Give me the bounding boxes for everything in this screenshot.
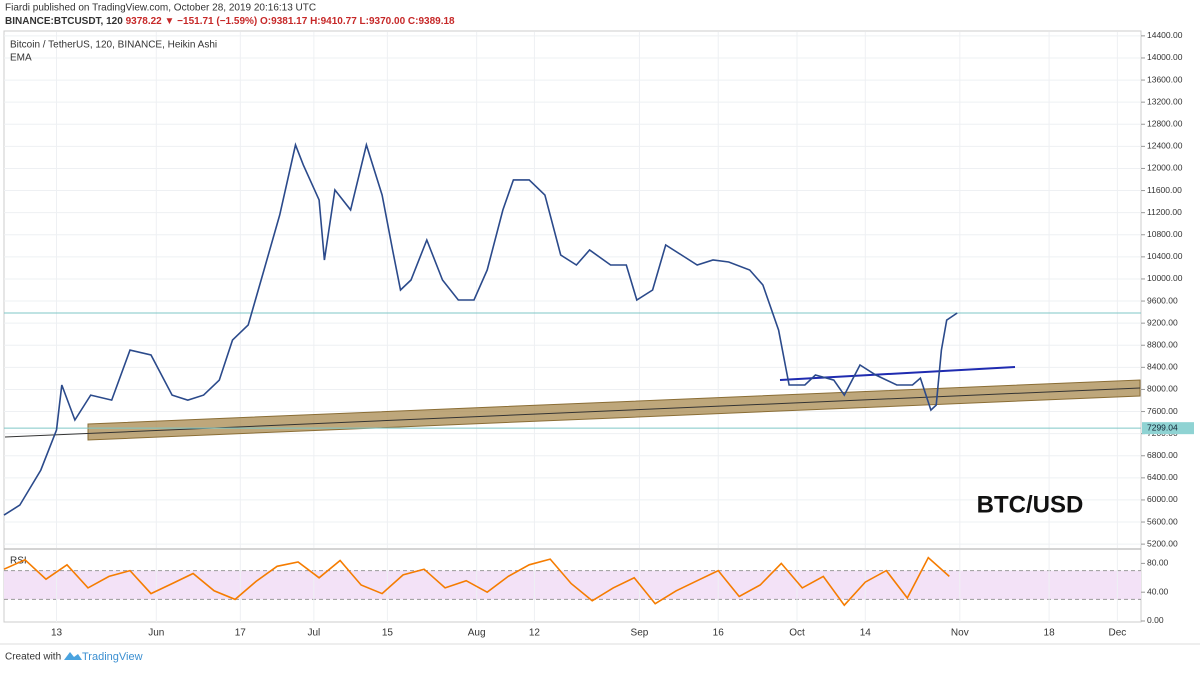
change: 9378.22 ▼ −151.71 (−1.59%)	[126, 16, 258, 27]
y-tick-label: 6400.00	[1147, 472, 1178, 482]
publish-info: Fiardi published on TradingView.com, Oct…	[5, 3, 316, 14]
price-tag-bg	[1142, 422, 1194, 435]
y-tick-label: 7600.00	[1147, 406, 1178, 416]
y-tick-label: 9600.00	[1147, 295, 1178, 305]
x-tick-label: 15	[382, 628, 394, 639]
y-tick-label: 8800.00	[1147, 339, 1178, 349]
symbol: BINANCE:BTCUSDT, 120	[5, 16, 123, 27]
annotation: BTC/USD	[977, 491, 1084, 518]
series-line	[3, 141, 958, 516]
y-tick-label: 13600.00	[1147, 74, 1183, 84]
footer-text: Created with	[5, 652, 61, 663]
y-tick-label: 12400.00	[1147, 141, 1183, 151]
support-line	[4, 387, 1141, 438]
y-tick-label: 14400.00	[1147, 30, 1183, 40]
support-band	[87, 379, 1141, 441]
x-tick-label: Aug	[468, 628, 486, 639]
y-tick-label: 8000.00	[1147, 384, 1178, 394]
x-tick-label: 14	[860, 628, 872, 639]
x-tick-label: 12	[529, 628, 541, 639]
y-tick-label: 40.00	[1147, 586, 1169, 596]
footer-brand: TradingView	[82, 651, 143, 663]
legend-entry: EMA	[10, 53, 32, 64]
resistance-line	[779, 366, 1016, 381]
brand-logo	[64, 652, 82, 660]
y-tick-label: 5600.00	[1147, 516, 1178, 526]
x-tick-label: Nov	[951, 628, 969, 639]
y-tick-label: 5200.00	[1147, 538, 1178, 548]
y-tick-label: 80.00	[1147, 558, 1169, 568]
grid	[4, 32, 1141, 622]
x-tick-label: 18	[1044, 628, 1056, 639]
y-tick-label: 11200.00	[1147, 207, 1182, 217]
plot-frame	[3, 30, 1142, 623]
y-tick-label: 14000.00	[1147, 52, 1183, 62]
price-tag: 7299.04	[1147, 422, 1178, 432]
y-tick-label: 6800.00	[1147, 450, 1178, 460]
ohlc: O:9381.17 H:9410.77 L:9370.00 C:9389.18	[260, 16, 455, 27]
x-tick-label: Sep	[631, 628, 649, 639]
y-tick-label: 8400.00	[1147, 362, 1178, 372]
x-tick-label: 13	[51, 628, 63, 639]
x-tick-label: Dec	[1108, 628, 1126, 639]
x-tick-label: 16	[713, 628, 725, 639]
y-tick-label: 10800.00	[1147, 229, 1183, 239]
x-tick-label: 17	[235, 628, 247, 639]
y-tick-label: 6000.00	[1147, 494, 1178, 504]
chart-title: Bitcoin / TetherUS, 120, BINANCE, Heikin…	[10, 40, 217, 51]
x-tick-label: Jul	[307, 628, 320, 639]
x-tick-label: Oct	[789, 628, 805, 639]
y-tick-label: 0.00	[1147, 615, 1164, 625]
x-tick-label: Jun	[148, 628, 164, 639]
legend-entry: RSI	[10, 556, 27, 567]
y-tick-label: 11600.00	[1147, 185, 1182, 195]
series-line	[3, 556, 950, 607]
quote: BINANCE:BTCUSDT, 120 9378.22 ▼ −151.71 (…	[5, 16, 455, 27]
y-tick-label: 10400.00	[1147, 251, 1183, 261]
y-tick-label: 12800.00	[1147, 119, 1183, 129]
y-tick-label: 10000.00	[1147, 273, 1183, 283]
y-tick-label: 9200.00	[1147, 317, 1178, 327]
y-tick-label: 12000.00	[1147, 163, 1183, 173]
y-tick-label: 13200.00	[1147, 96, 1183, 106]
